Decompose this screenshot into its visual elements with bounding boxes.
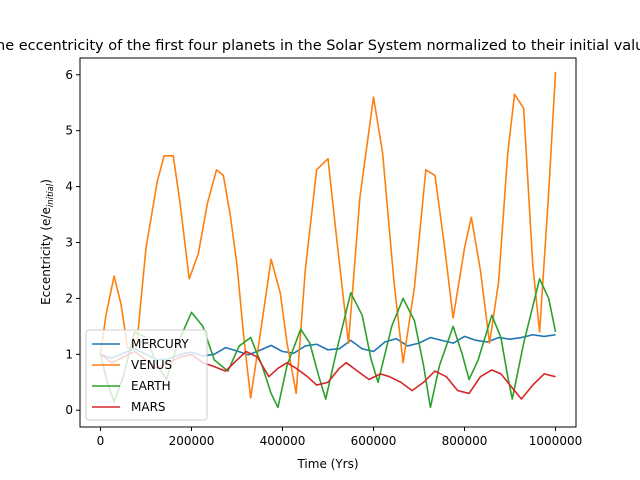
legend-label-mercury: MERCURY [131,337,189,351]
legend-box [85,329,208,421]
y-tick-label: 1 [65,347,73,361]
x-axis-label: Time (Yrs) [296,457,358,471]
y-axis: 0 1 2 3 4 5 6 [65,68,80,417]
y-tick-label: 0 [65,403,73,417]
x-tick-label: 200000 [169,434,215,448]
legend-label-earth: EARTH [131,379,171,393]
y-tick-label: 6 [65,68,73,82]
x-tick-label: 600000 [351,434,397,448]
x-tick-label: 400000 [260,434,306,448]
x-tick-label: 800000 [442,434,488,448]
y-tick-label: 3 [65,236,73,250]
x-axis: 0 200000 400000 600000 800000 1000000 [97,427,582,448]
y-axis-label: Eccentricity (e/einitial) [39,179,56,305]
y-axis-label-close: ) [39,179,53,184]
legend-label-venus: VENUS [131,358,172,372]
y-tick-label: 5 [65,124,73,138]
y-tick-label: 2 [65,291,73,305]
y-axis-label-subscript: initial [46,183,56,207]
legend-label-mars: MARS [131,400,166,414]
x-tick-label: 0 [97,434,105,448]
chart-title: The eccentricity of the first four plane… [0,38,640,54]
legend: MERCURY VENUS EARTH MARS [85,329,208,421]
series-line-venus [99,71,557,399]
x-tick-label: 1000000 [529,434,582,448]
y-tick-label: 4 [65,180,73,194]
y-axis-label-main: Eccentricity (e/e [39,207,53,305]
